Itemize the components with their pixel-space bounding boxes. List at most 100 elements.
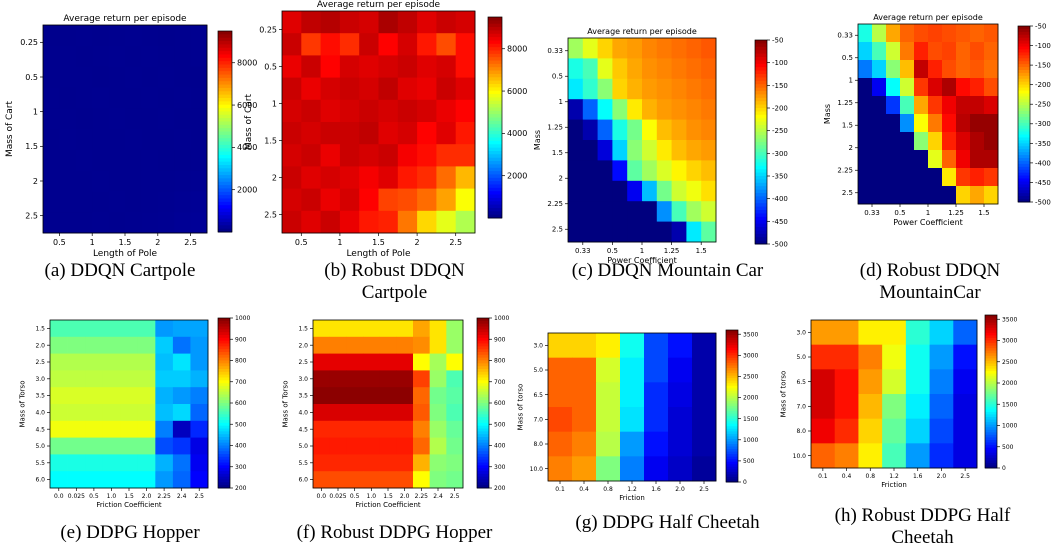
colorbar-band [1018, 169, 1030, 174]
colorbar-frame [487, 16, 503, 219]
x-tick-label: 2.25 [415, 493, 429, 500]
heatmap-cell [157, 191, 175, 213]
heatmap-cell [157, 66, 175, 88]
heatmap-cell [671, 221, 687, 243]
colorbar-band [1018, 93, 1030, 97]
colorbar-band [726, 362, 738, 366]
heatmap-cell [75, 25, 93, 47]
colorbar-tick-label: -450 [772, 218, 788, 226]
y-axis-label: Mass of Torso [18, 381, 26, 428]
heatmap-cell [157, 149, 175, 171]
heatmap-panel-5: 0.0 0.025 0.5 1.0 1.5 2.0 2.25 2.4 2.5 1.5 2.0 2.5 3… [18, 315, 250, 509]
heatmap-cell [75, 87, 93, 109]
heatmap-cell [928, 114, 943, 133]
heatmap-cell [436, 188, 457, 212]
heatmap-cell [320, 33, 341, 56]
x-axis-label: Friction Coefficient [96, 501, 162, 509]
heatmap-cell [282, 122, 302, 145]
colorbar-band [218, 335, 230, 339]
colorbar-band [726, 347, 738, 351]
colorbar-band [218, 377, 230, 381]
colorbar-band [1018, 122, 1030, 127]
heatmap-cell [905, 394, 930, 420]
heatmap-cell [686, 201, 702, 222]
colorbar-tick-label: 1000 [743, 437, 758, 444]
colorbar-band [218, 425, 230, 429]
heatmap-cell [43, 66, 60, 88]
colorbar-band [1018, 131, 1030, 136]
colorbar-band [218, 144, 232, 149]
heatmap-cell [928, 78, 943, 97]
colorbar-band [985, 457, 997, 461]
y-tick-label: 2 [849, 144, 853, 152]
colorbar-tick-label: 3000 [1002, 338, 1017, 345]
colorbar-band [477, 434, 489, 438]
x-tick-label: 2.5 [450, 493, 460, 500]
colorbar-band [1018, 140, 1030, 144]
colorbar-band [477, 380, 489, 384]
heatmap-cell [320, 210, 341, 234]
heatmap-cell [671, 58, 687, 80]
heatmap-cell [671, 99, 687, 120]
heatmap-cell [642, 221, 658, 243]
heatmap-cell [282, 77, 302, 101]
heatmap-cell [858, 114, 873, 133]
colorbar-band [477, 337, 489, 342]
heatmap-cell [582, 201, 598, 222]
heatmap-cell [886, 132, 901, 151]
heatmap-cell [120, 353, 139, 371]
x-tick-label: 1.6 [913, 473, 923, 480]
colorbar-band [726, 368, 738, 372]
heatmap-cell [970, 150, 985, 169]
colorbar-band [755, 97, 767, 102]
colorbar-band [985, 345, 997, 349]
colorbar-band [488, 144, 502, 149]
colorbar-band [488, 194, 502, 199]
colorbar-band [985, 452, 997, 456]
heatmap-cell [137, 370, 156, 388]
colorbar-band [477, 448, 489, 452]
colorbar-band [1018, 105, 1030, 109]
heatmap-cell [436, 11, 457, 34]
heatmap-cell [320, 55, 341, 78]
y-tick-label: 1.5 [35, 326, 45, 333]
colorbar-band [755, 128, 767, 133]
heatmap-cell [363, 420, 381, 438]
heatmap-cell [596, 333, 621, 359]
colorbar-band [726, 423, 738, 427]
heatmap-cell [548, 456, 573, 482]
heatmap-cell [656, 38, 672, 59]
colorbar-band [726, 421, 738, 425]
colorbar-band [1018, 111, 1030, 115]
colorbar-band [488, 43, 502, 48]
y-tick-label: 0.25 [20, 38, 38, 47]
heatmap-cell [642, 99, 658, 120]
colorbar-band [488, 161, 502, 165]
heatmap-cell [686, 180, 702, 202]
heatmap-cell [67, 420, 86, 438]
heatmap-cell [886, 114, 901, 133]
colorbar-band [1018, 37, 1030, 42]
colorbar-band [218, 108, 232, 112]
heatmap-cell [429, 353, 447, 371]
heatmap-cell [320, 11, 341, 34]
x-tick-label: 1.5 [383, 493, 393, 500]
x-tick-label: 1.5 [696, 247, 707, 255]
y-tick-label: 5.0 [796, 354, 806, 361]
heatmap-cell [125, 108, 142, 130]
heatmap-cell [102, 420, 121, 438]
heatmap-cell [137, 437, 156, 455]
heatmap-cell [582, 221, 598, 243]
colorbar-band [726, 395, 738, 399]
colorbar-band [985, 406, 997, 410]
colorbar-band [985, 450, 997, 454]
colorbar-band [726, 466, 738, 470]
colorbar-band [477, 408, 489, 412]
colorbar-band [218, 465, 230, 469]
heatmap-cell [50, 454, 68, 472]
heatmap-cells [568, 38, 717, 243]
heatmap-cell [956, 150, 971, 169]
colorbar: 0 500 1000 1500 2000 2500 3000 3500 [725, 329, 758, 486]
colorbar-band [218, 403, 230, 407]
y-tick-label: 1.5 [842, 122, 853, 130]
